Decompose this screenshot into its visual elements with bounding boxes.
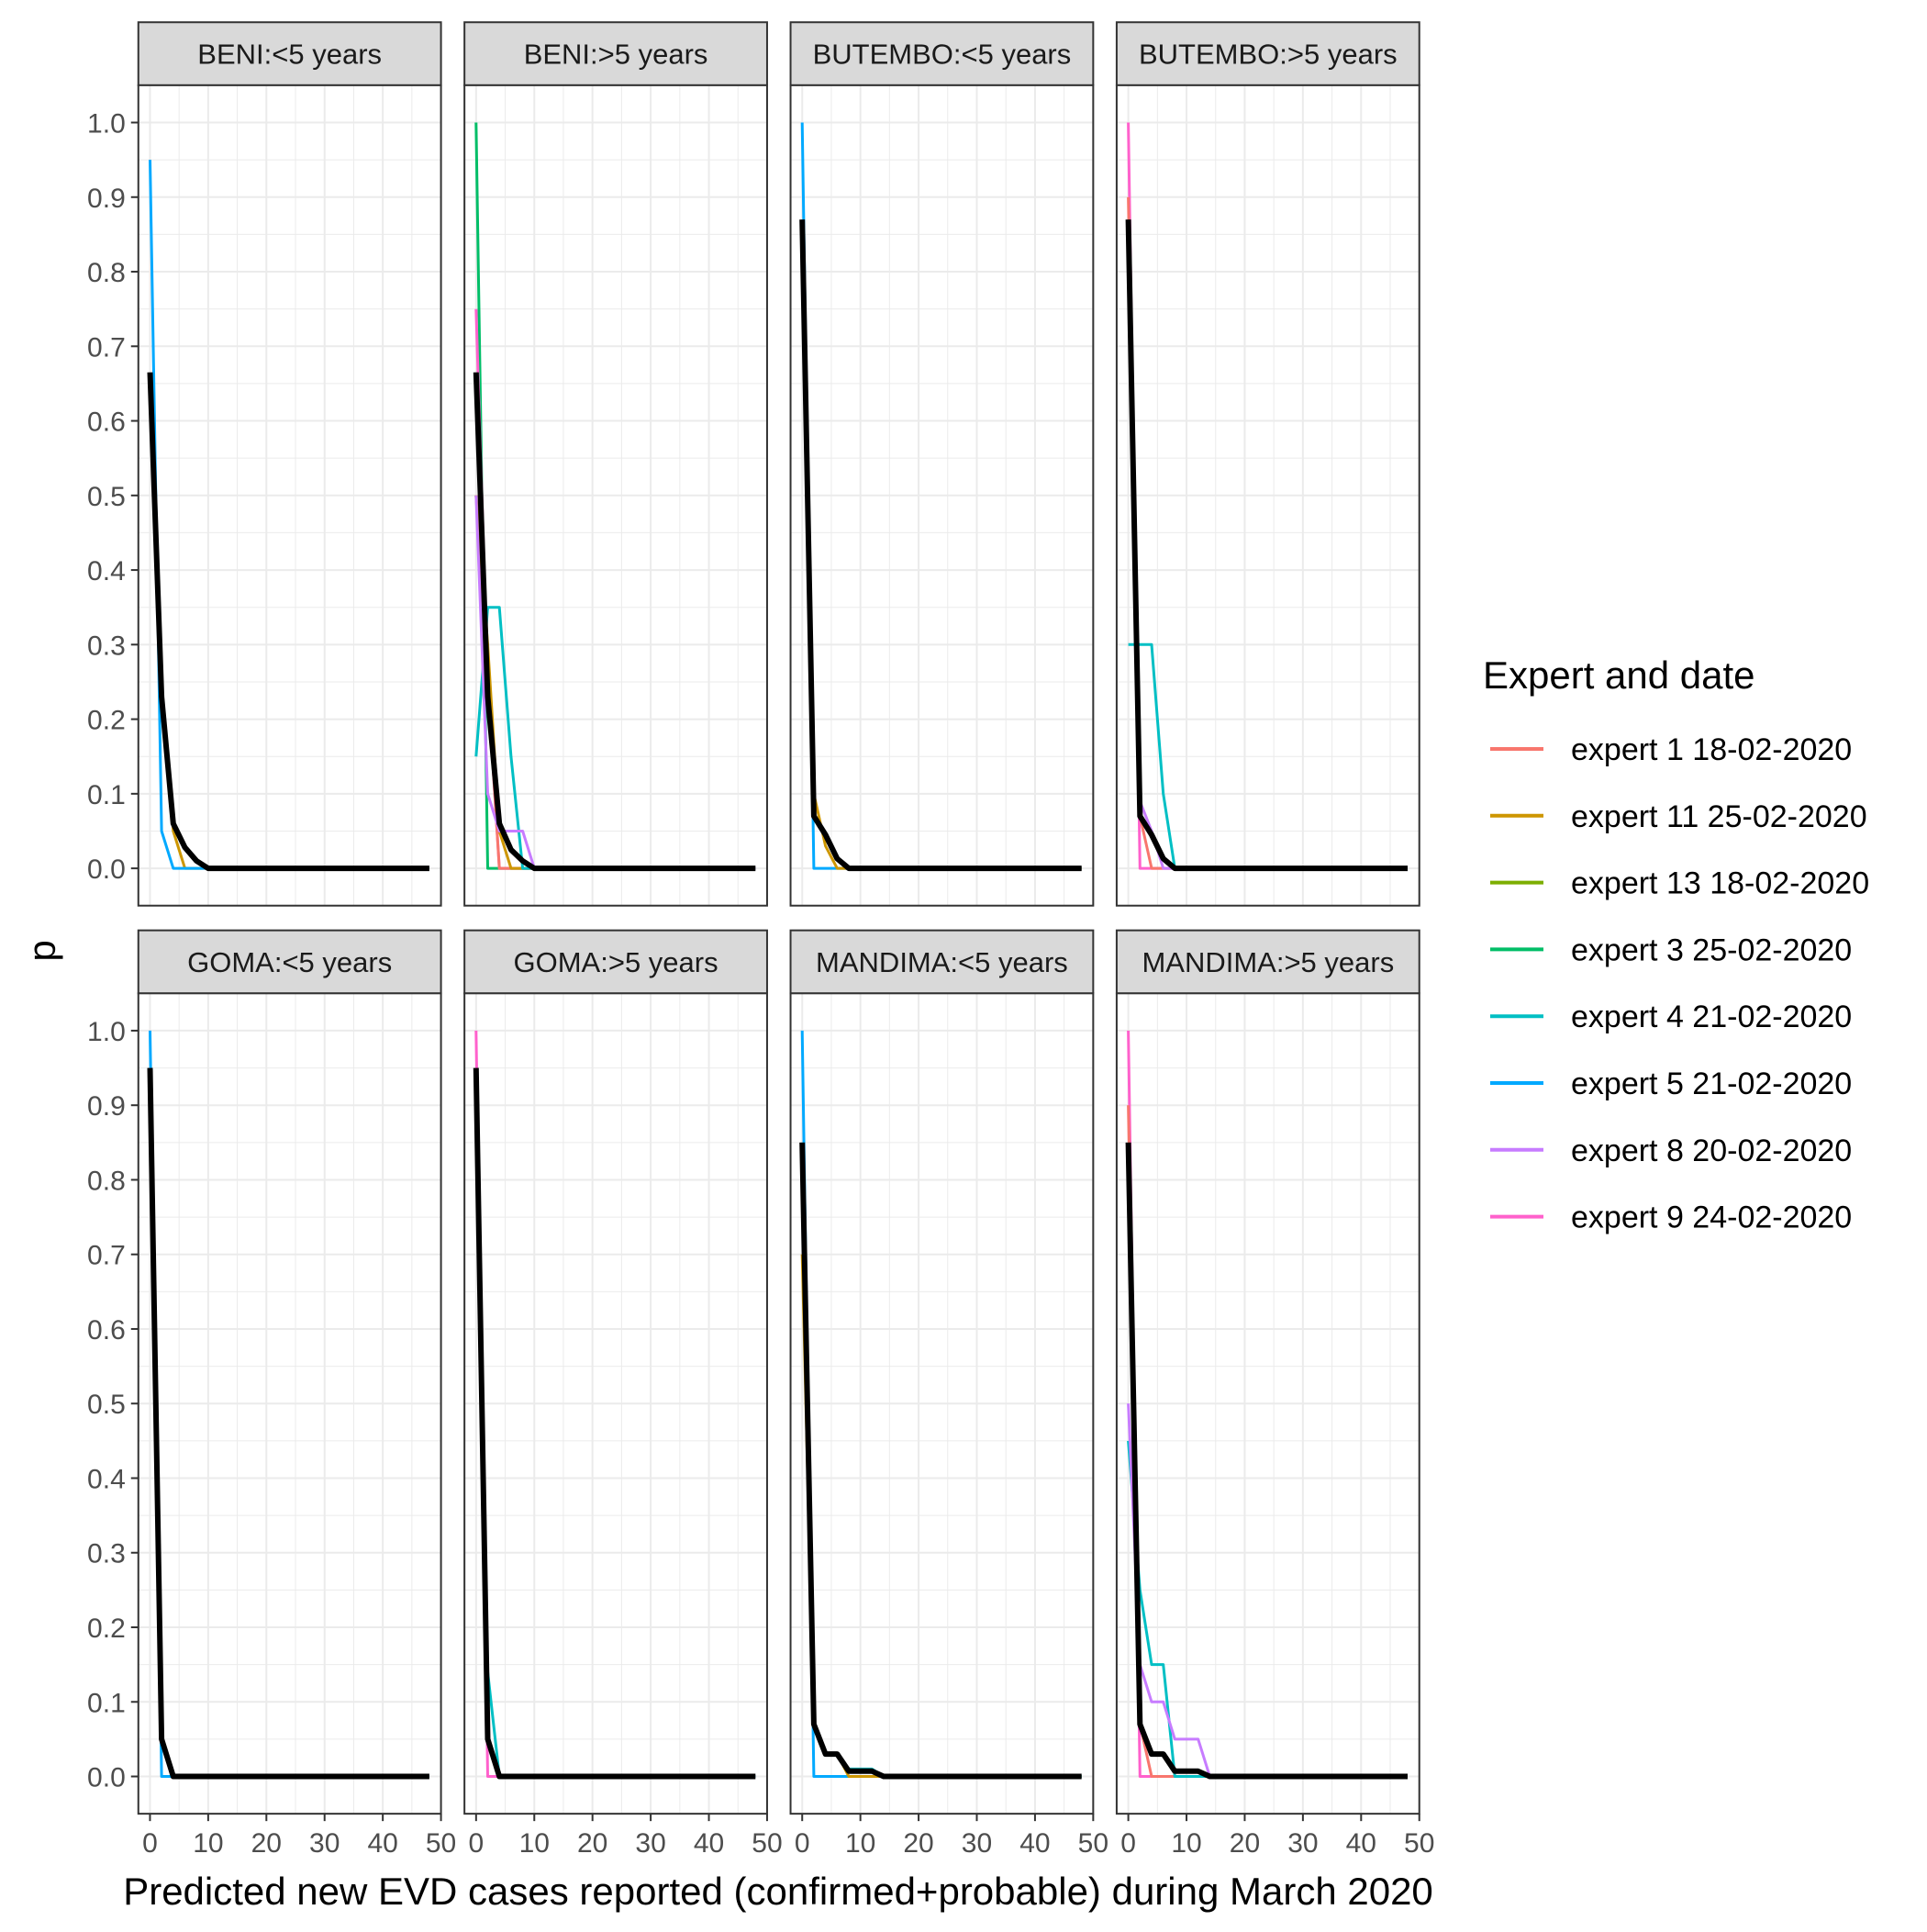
facet-panel-goma-5-years: GOMA:>5 years 0 10 20 30 40 50 [463,929,783,1859]
facet-title: BUTEMBO:<5 years [813,39,1072,71]
legend-label: expert 8 20-02-2020 [1571,1134,1852,1168]
consensus-line [473,1067,756,1780]
facet-title: MANDIMA:<5 years [816,946,1068,978]
x-tick-label: 20 [1230,1828,1260,1859]
x-tick-label: 20 [251,1828,282,1859]
x-tick-label: 30 [309,1828,340,1859]
x-tick-label: 0 [468,1828,484,1859]
series-line-expert-8-20-02-2020 [1127,1403,1408,1778]
facet-strip [463,929,768,995]
facet-panel-beni-5-years: BENI:>5 years [463,21,768,907]
y-tick-label: 0.6 [87,1315,126,1346]
x-tick-label: 0 [1120,1828,1136,1859]
x-tick-label: 40 [1019,1828,1050,1859]
y-tick-label: 1.0 [87,1017,126,1047]
y-tick-label: 0.4 [87,1464,126,1494]
x-tick-label: 10 [519,1828,550,1859]
x-tick-label: 0 [795,1828,810,1859]
x-tick-label: 50 [426,1828,456,1859]
consensus-line [147,372,429,872]
facet-panel-mandima-5-years: MANDIMA:>5 years 0 10 20 30 40 50 [1115,929,1434,1859]
y-tick-label: 0.3 [87,631,126,661]
y-tick-label: 0.9 [87,184,126,214]
panel-border [1115,84,1420,907]
legend-label: expert 9 24-02-2020 [1571,1201,1852,1235]
panel-border [463,84,768,907]
consensus-line [799,219,1082,872]
y-tick-label: 0.8 [87,258,126,288]
y-tick-label: 0.9 [87,1091,126,1122]
x-tick-label: 20 [903,1828,933,1859]
facet-strip [1115,929,1420,995]
legend: Expert and date expert 1 18-02-2020 expert… [1483,653,1869,1235]
facet-panel-butembo-5-years: BUTEMBO:>5 years [1115,21,1420,907]
legend-label: expert 13 18-02-2020 [1571,866,1869,901]
facet-title: BENI:<5 years [197,39,382,71]
x-axis-title: Predicted new EVD cases reported (confir… [123,1870,1433,1913]
y-tick-label: 0.3 [87,1539,126,1569]
legend-label: expert 5 21-02-2020 [1571,1067,1852,1101]
x-tick-label: 30 [635,1828,665,1859]
facet-strip [789,21,1095,86]
x-tick-label: 50 [1404,1828,1434,1859]
y-tick-label: 0.6 [87,408,126,438]
facet-panel-mandima-5-years: MANDIMA:<5 years 0 10 20 30 40 50 [789,929,1108,1859]
x-tick-label: 40 [1346,1828,1376,1859]
panel-border [789,84,1095,907]
x-tick-label: 30 [962,1828,992,1859]
y-tick-label: 0.5 [87,1390,126,1420]
y-tick-label: 0.5 [87,482,126,512]
consensus-line [473,372,756,872]
facet-title: GOMA:<5 years [187,946,392,978]
facet-strip [137,21,442,86]
y-tick-label: 0.2 [87,1614,126,1644]
y-tick-label: 0.1 [87,780,126,810]
y-tick-label: 0.0 [87,854,126,885]
facet-title: GOMA:>5 years [514,946,718,978]
panel-border [789,992,1095,1815]
legend-label: expert 3 25-02-2020 [1571,932,1852,967]
facet-panel-butembo-5-years: BUTEMBO:<5 years [789,21,1095,907]
x-tick-label: 40 [367,1828,397,1859]
y-tick-label: 0.8 [87,1166,126,1196]
facet-title: BENI:>5 years [524,39,708,71]
facet-panel-goma-5-years: GOMA:<5 years 0.0 0.1 0.2 0.3 0.4 0.5 0.6 0.7 0.8… [87,929,456,1859]
facet-strip [789,929,1095,995]
consensus-line [147,1067,429,1780]
facet-title: BUTEMBO:>5 years [1139,39,1398,71]
y-tick-label: 0.2 [87,706,126,736]
y-axis-title: p [20,940,63,961]
facet-strip [463,21,768,86]
panel-border [1115,992,1420,1815]
facet-panel-beni-5-years: BENI:<5 years 0.0 0.1 0.2 0.3 0.4 0.5 0.6 0.7 0.8… [87,21,442,907]
consensus-line [799,1142,1082,1780]
y-tick-label: 0.7 [87,1241,126,1271]
panel-border [463,992,768,1815]
x-tick-label: 50 [752,1828,782,1859]
x-tick-label: 10 [845,1828,875,1859]
legend-label: expert 11 25-02-2020 [1571,799,1867,834]
x-tick-label: 0 [142,1828,158,1859]
x-tick-label: 50 [1078,1828,1108,1859]
y-tick-label: 1.0 [87,109,126,140]
y-tick-label: 0.1 [87,1688,126,1718]
x-tick-label: 20 [577,1828,607,1859]
consensus-line [1125,1142,1408,1780]
legend-title: Expert and date [1483,653,1755,697]
x-tick-label: 40 [694,1828,724,1859]
facet-strip [1115,21,1420,86]
x-tick-label: 10 [193,1828,223,1859]
x-tick-label: 10 [1171,1828,1201,1859]
consensus-line [1125,219,1408,872]
legend-label: expert 4 21-02-2020 [1571,1000,1852,1034]
y-tick-label: 0.4 [87,556,126,586]
y-tick-label: 0.7 [87,332,126,363]
legend-label: expert 1 18-02-2020 [1571,732,1852,767]
facet-title: MANDIMA:>5 years [1142,946,1394,978]
y-tick-label: 0.0 [87,1763,126,1793]
x-tick-label: 30 [1287,1828,1318,1859]
